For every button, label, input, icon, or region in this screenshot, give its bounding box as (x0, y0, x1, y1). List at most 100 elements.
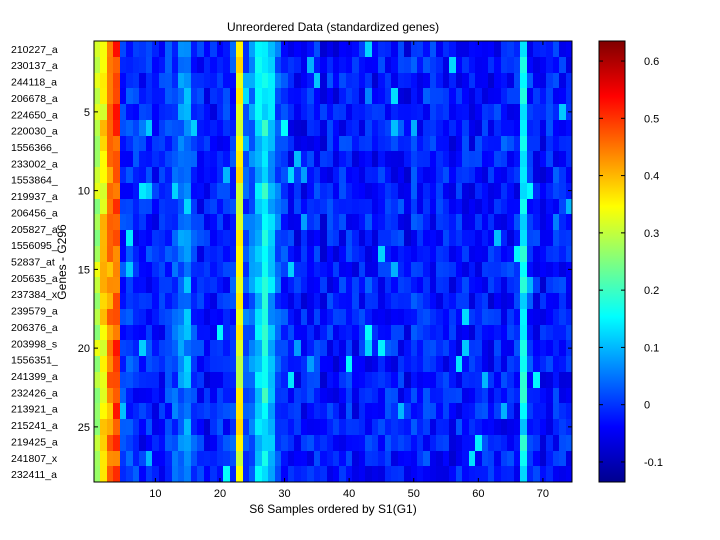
heatmap-cell (268, 451, 275, 466)
heatmap-cell (100, 183, 107, 199)
heatmap-cell (294, 104, 301, 120)
heatmap-cell (327, 167, 333, 183)
heatmap-cell (152, 120, 159, 136)
heatmap-cell (217, 372, 223, 388)
heatmap-cell (411, 57, 417, 73)
heatmap-cell (514, 372, 520, 388)
heatmap-cell (520, 167, 527, 183)
heatmap-cell (307, 419, 314, 435)
heatmap-cell (249, 57, 255, 73)
heatmap-cell (398, 277, 404, 293)
heatmap-cell (197, 246, 204, 262)
heatmap-cell (294, 88, 301, 104)
heatmap-cell (391, 151, 398, 167)
heatmap-cell (475, 340, 482, 356)
heatmap-cell (333, 419, 339, 435)
heatmap-cell (456, 435, 462, 451)
heatmap-cell (146, 388, 152, 403)
heatmap-cell (314, 167, 320, 183)
heatmap-cell (126, 403, 133, 419)
heatmap-cell (462, 199, 469, 214)
heatmap-cell (417, 73, 423, 88)
heatmap-cell (184, 88, 191, 104)
heatmap-cell (320, 466, 327, 482)
heatmap-cell (352, 57, 359, 73)
heatmap-cell (514, 419, 520, 435)
heatmap-cell (184, 356, 191, 372)
heatmap-cell (385, 214, 391, 230)
heatmap-cell (527, 199, 533, 214)
heatmap-cell (94, 136, 100, 151)
heatmap-cell (462, 73, 469, 88)
heatmap-cell (197, 214, 204, 230)
heatmap-cell (527, 419, 533, 435)
heatmap-cell (275, 104, 281, 120)
heatmap-cell (436, 403, 443, 419)
heatmap-cell (165, 403, 172, 419)
heatmap-cell (327, 88, 333, 104)
heatmap-cell (172, 388, 178, 403)
heatmap-cell (385, 356, 391, 372)
gene-label: 206376_a (11, 322, 58, 334)
heatmap-cell (430, 104, 436, 120)
heatmap-cell (191, 325, 197, 340)
heatmap-cell (210, 183, 217, 199)
heatmap-cell (327, 372, 333, 388)
heatmap-cell (133, 293, 139, 309)
heatmap-cell (275, 151, 281, 167)
heatmap-cell (275, 293, 281, 309)
heatmap-cell (223, 466, 230, 482)
heatmap-cell (443, 246, 449, 262)
heatmap-cell (243, 167, 249, 183)
heatmap-cell (553, 136, 559, 151)
heatmap-cell (268, 88, 275, 104)
heatmap-cell (449, 73, 456, 88)
heatmap-cell (372, 199, 378, 214)
heatmap-cell (255, 466, 262, 482)
heatmap-cell (398, 262, 404, 277)
heatmap-cell (365, 277, 372, 293)
heatmap-cell (359, 57, 365, 73)
heatmap-cell (501, 419, 507, 435)
heatmap-cell (281, 372, 288, 388)
heatmap-cell (165, 199, 172, 214)
heatmap-cell (346, 435, 352, 451)
heatmap-cell (223, 325, 230, 340)
heatmap-cell (294, 466, 301, 482)
heatmap-cell (281, 214, 288, 230)
heatmap-cell (288, 230, 294, 246)
heatmap-cell (320, 451, 327, 466)
heatmap-cell (540, 57, 546, 73)
heatmap-cell (339, 41, 346, 57)
heatmap-cell (230, 466, 236, 482)
heatmap-cell (139, 403, 146, 419)
heatmap-cell (275, 403, 281, 419)
heatmap-cell (159, 199, 165, 214)
heatmap-cell (307, 199, 314, 214)
heatmap-cell (385, 293, 391, 309)
heatmap-cell (100, 57, 107, 73)
heatmap-cell (391, 419, 398, 435)
heatmap-cell (449, 214, 456, 230)
heatmap-cell (210, 293, 217, 309)
heatmap-cell (230, 151, 236, 167)
heatmap-cell (191, 120, 197, 136)
heatmap-cell (404, 104, 411, 120)
heatmap-cell (236, 136, 243, 151)
heatmap-cell (113, 151, 120, 167)
heatmap-cell (126, 57, 133, 73)
heatmap-cell (139, 388, 146, 403)
heatmap-cell (165, 325, 172, 340)
heatmap-cell (146, 325, 152, 340)
heatmap-cell (391, 136, 398, 151)
heatmap-cell (398, 199, 404, 214)
heatmap-cell (488, 151, 494, 167)
heatmap-cell (159, 167, 165, 183)
heatmap-cell (475, 309, 482, 325)
heatmap-cell (520, 419, 527, 435)
heatmap-cell (217, 277, 223, 293)
heatmap-cell (184, 246, 191, 262)
heatmap-cell (559, 451, 566, 466)
heatmap-cell (391, 167, 398, 183)
heatmap-cell (443, 214, 449, 230)
